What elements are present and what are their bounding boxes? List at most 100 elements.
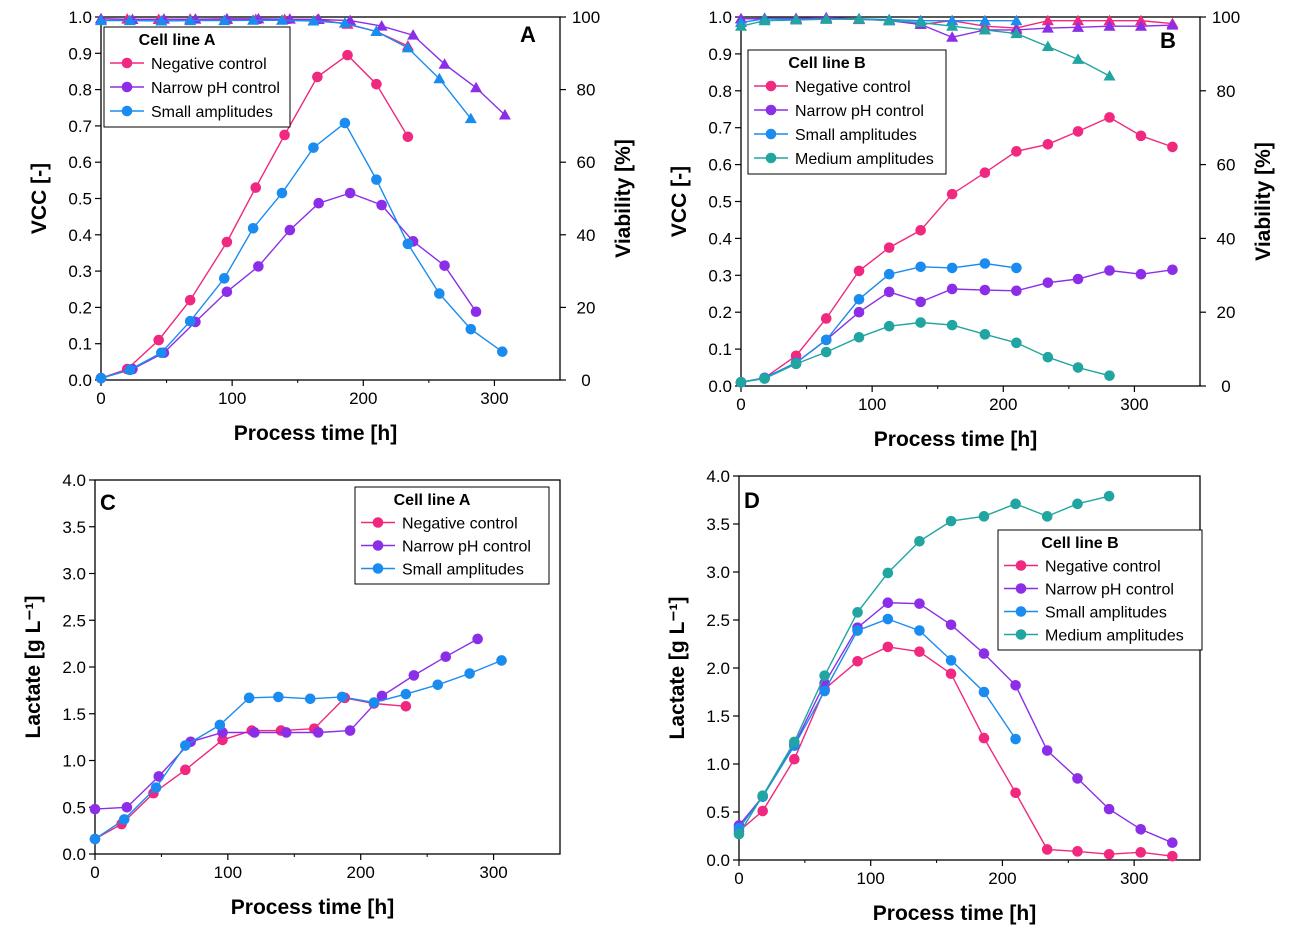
data-point [978, 686, 990, 698]
x-axis-title: Process time [h] [873, 902, 1036, 925]
data-point-triangle [370, 25, 383, 37]
y-tick-label: 2.5 [706, 611, 730, 630]
y-tick-label: 0.6 [708, 156, 732, 175]
data-point-triangle [883, 14, 896, 26]
data-point [253, 261, 264, 272]
data-point [402, 238, 414, 250]
data-point-triangle [275, 14, 288, 25]
data-point-triangle [218, 14, 231, 26]
series-medium-amplitudes-viability [735, 13, 1116, 81]
legend-swatch-marker [1015, 629, 1027, 640]
data-point [946, 283, 958, 295]
data-point [1135, 847, 1147, 858]
data-point-triangle [401, 41, 414, 53]
data-point-triangle [820, 13, 833, 24]
panel-c: 0 100 200 300 0.0 0.5 1.0 1.5 2.0 2.5 3.0 3.5 4.0 Pro… [22, 471, 561, 919]
y-tick-label: 4.0 [62, 471, 86, 490]
legend-swatch-marker [121, 105, 133, 117]
data-point [1042, 351, 1054, 363]
data-point [1010, 498, 1021, 510]
y-tick-label: 0.9 [68, 44, 92, 63]
y2-axis-title: Viability [%] [612, 139, 635, 258]
data-point [883, 320, 895, 332]
data-point [757, 790, 769, 801]
data-point [1072, 498, 1083, 510]
legend-label: Narrow pH control [1045, 582, 1174, 599]
legend-title: Cell line B [788, 55, 865, 72]
y2-tick-label: 20 [577, 298, 596, 317]
data-point [1104, 370, 1115, 381]
legend-swatch-marker [372, 540, 384, 551]
y2-axis-title: Viability [%] [1252, 142, 1275, 261]
y-axis-title: Lactate [g L⁻¹] [22, 596, 45, 739]
data-point-triangle [470, 81, 483, 93]
y-tick-label: 1.0 [706, 755, 730, 774]
data-point [853, 331, 865, 343]
y-axis-title: Lactate [g L⁻¹] [666, 597, 689, 740]
data-point-triangle [1041, 14, 1054, 26]
data-point-triangle [438, 58, 451, 69]
data-point [914, 625, 925, 636]
x-axis-title: Process time [h] [234, 422, 397, 445]
legend-swatch-marker [1015, 606, 1027, 617]
data-point [336, 691, 348, 703]
panel-a: 0 100 200 3000.00.10.20.30.40.50.60.70.80.9… [28, 8, 635, 445]
data-point [1072, 273, 1084, 285]
data-point [1041, 844, 1053, 855]
data-point [1041, 745, 1053, 756]
y-tick-label: 0.7 [708, 119, 732, 138]
data-point [472, 633, 483, 645]
data-point [1011, 262, 1022, 274]
series-narrow-ph-control [89, 633, 483, 815]
data-point [250, 182, 262, 193]
y-tick-label: 0.2 [708, 303, 732, 322]
data-point [221, 236, 233, 248]
legend-label: Negative control [795, 79, 911, 96]
y-tick-label: 0.7 [68, 117, 92, 136]
legend-label: Small amplitudes [795, 127, 917, 144]
data-point [1011, 285, 1022, 297]
legend-swatch-marker [372, 517, 384, 528]
panel-letter: B [1160, 28, 1176, 53]
legend-swatch-marker [765, 80, 777, 92]
data-point [118, 814, 130, 825]
y-tick-label: 0.0 [706, 851, 730, 870]
y2-tick-label: 100 [572, 8, 600, 27]
data-point [342, 49, 353, 61]
data-point [914, 535, 925, 547]
y-tick-label: 3.5 [62, 518, 86, 537]
legend: Cell line B Negative control Narrow pH con… [997, 529, 1203, 651]
data-point-triangle [1103, 14, 1116, 26]
data-point [1167, 264, 1178, 276]
series-line [738, 618, 1017, 829]
data-point [217, 734, 228, 746]
data-point-triangle [758, 14, 771, 26]
data-point [946, 262, 958, 274]
series-line [738, 646, 1173, 857]
series-medium-amplitudes [733, 490, 1115, 840]
data-point [1011, 146, 1022, 157]
legend-swatch-marker [1015, 560, 1027, 571]
data-point [945, 668, 957, 680]
data-point [915, 296, 926, 308]
data-point-triangle [914, 16, 927, 28]
data-point [979, 329, 991, 340]
data-point [853, 265, 865, 277]
legend-label: Narrow pH control [151, 80, 280, 97]
data-point [496, 655, 507, 666]
data-point [304, 693, 316, 705]
data-point-triangle [184, 14, 197, 26]
series-negative-control [733, 641, 1178, 862]
data-point [150, 782, 162, 793]
data-point [464, 668, 475, 679]
data-point [789, 736, 800, 748]
data-point [470, 306, 482, 318]
data-point [1104, 112, 1115, 123]
y-tick-label: 0.5 [68, 190, 92, 209]
data-point [759, 373, 770, 384]
data-point [247, 222, 259, 234]
y-tick-label: 1.0 [62, 752, 86, 771]
y2-tick-label: 40 [577, 226, 596, 245]
data-point [284, 224, 296, 236]
data-point [882, 641, 894, 653]
